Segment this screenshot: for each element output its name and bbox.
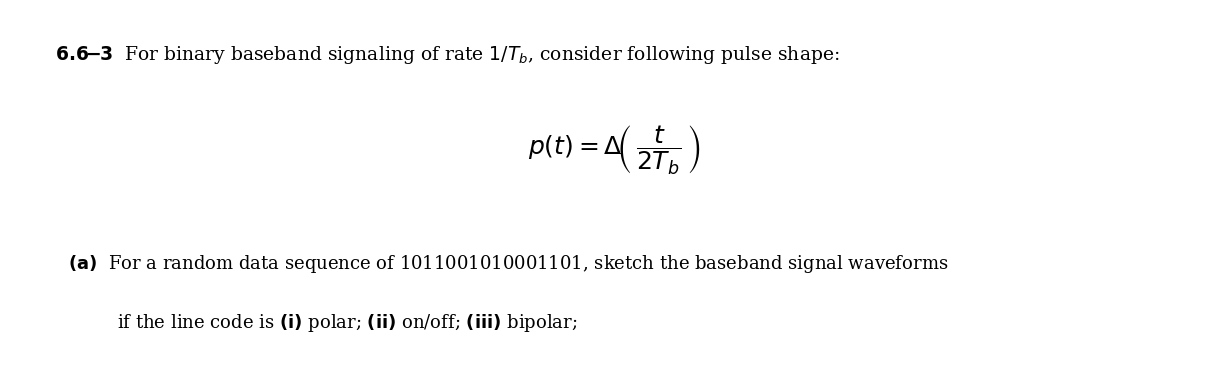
Text: $\mathbf{6.6\!\!-\!\!3}$  For binary baseband signaling of rate $1/T_b$, conside: $\mathbf{6.6\!\!-\!\!3}$ For binary base…: [55, 44, 839, 66]
Text: if the line code is $\mathbf{(i)}$ polar; $\mathbf{(ii)}$ on/off; $\mathbf{(iii): if the line code is $\mathbf{(i)}$ polar…: [117, 312, 578, 334]
Text: $p(t) = \Delta\!\left(\,\dfrac{t}{2T_b}\,\right)$: $p(t) = \Delta\!\left(\,\dfrac{t}{2T_b}\…: [528, 123, 701, 176]
Text: $\mathbf{(a)}$  For a random data sequence of 1011001010001101, sketch the baseb: $\mathbf{(a)}$ For a random data sequenc…: [68, 253, 948, 275]
